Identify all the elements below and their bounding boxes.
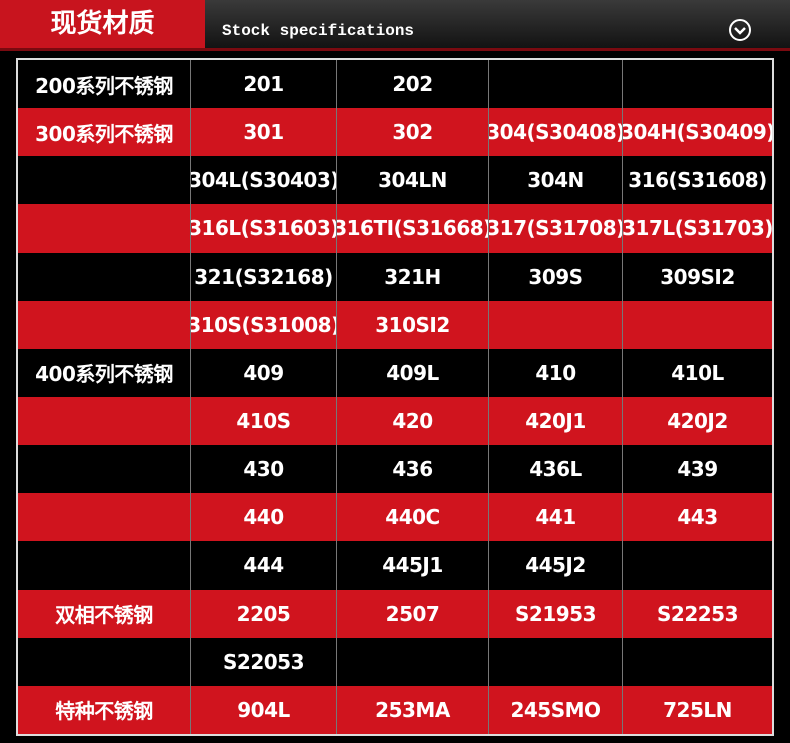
grade-cell: 304H(S30409)	[622, 108, 772, 157]
grade-cell: 420J2	[622, 396, 772, 446]
grade-cell: 321H	[336, 252, 488, 301]
grade-cell: 201	[190, 60, 336, 109]
grade-cell: 445J1	[336, 541, 488, 590]
grade-cell: 444	[190, 541, 336, 590]
grade-cell: 245SMO	[488, 685, 622, 734]
grade-cell	[622, 637, 772, 686]
grade-cell: 410S	[190, 396, 336, 446]
expand-icon[interactable]	[728, 18, 752, 42]
series-label: 特种不锈钢	[18, 685, 190, 734]
grade-cell: 301	[190, 108, 336, 157]
series-label: 300系列不锈钢	[18, 108, 190, 157]
grade-cell: 430	[190, 445, 336, 494]
grade-cell	[488, 60, 622, 109]
grade-cell: 445J2	[488, 541, 622, 590]
grade-cell: 904L	[190, 685, 336, 734]
series-label	[18, 300, 190, 349]
spec-table: 200系列不锈钢 201 202 300系列不锈钢 301 302 304(S30408) 3…	[18, 60, 772, 734]
grade-cell: 441	[488, 493, 622, 542]
series-label	[18, 252, 190, 301]
grade-cell	[622, 300, 772, 349]
series-label	[18, 493, 190, 542]
grade-cell: 304LN	[336, 156, 488, 205]
grade-cell: 439	[622, 445, 772, 494]
series-label	[18, 637, 190, 686]
grade-cell: 440	[190, 493, 336, 542]
grade-cell: 410	[488, 348, 622, 397]
series-label	[18, 156, 190, 205]
grade-cell: 321(S32168)	[190, 252, 336, 301]
grade-cell: 309S	[488, 252, 622, 301]
grade-cell	[488, 300, 622, 349]
grade-cell	[622, 60, 772, 109]
grade-cell: 440C	[336, 493, 488, 542]
grade-cell: 436L	[488, 445, 622, 494]
header-subtitle: Stock specifications	[222, 22, 415, 40]
series-label	[18, 204, 190, 253]
grade-cell: 304(S30408)	[488, 108, 622, 157]
grade-cell: 316TI(S31668)	[336, 204, 488, 253]
grade-cell: 2205	[190, 589, 336, 638]
grade-cell: 309SI2	[622, 252, 772, 301]
header-bar: 现货材质 Stock specifications	[0, 0, 790, 50]
grade-cell	[622, 541, 772, 590]
grade-cell: 2507	[336, 589, 488, 638]
series-label: 双相不锈钢	[18, 589, 190, 638]
grade-cell: S22053	[190, 637, 336, 686]
grade-cell: 202	[336, 60, 488, 109]
grade-cell: 316L(S31603)	[190, 204, 336, 253]
grade-cell	[336, 637, 488, 686]
grade-cell: 420	[336, 396, 488, 446]
grade-cell: 302	[336, 108, 488, 157]
grade-cell: 253MA	[336, 685, 488, 734]
grade-cell: 409	[190, 348, 336, 397]
grade-cell: 420J1	[488, 396, 622, 446]
grade-cell: 304L(S30403)	[190, 156, 336, 205]
grade-cell: 409L	[336, 348, 488, 397]
grade-cell: 316(S31608)	[622, 156, 772, 205]
grade-cell: 310S(S31008)	[190, 300, 336, 349]
grade-cell: 317L(S31703)	[622, 204, 772, 253]
series-label: 400系列不锈钢	[18, 348, 190, 397]
grade-cell: S22253	[622, 589, 772, 638]
grade-cell: 410L	[622, 348, 772, 397]
grade-cell: 725LN	[622, 685, 772, 734]
grade-cell: 304N	[488, 156, 622, 205]
series-label: 200系列不锈钢	[18, 60, 190, 109]
grade-cell: 443	[622, 493, 772, 542]
series-label	[18, 541, 190, 590]
header-title: 现货材质	[0, 0, 205, 48]
series-label	[18, 396, 190, 446]
grade-cell: 436	[336, 445, 488, 494]
series-label	[18, 445, 190, 494]
grade-cell: 317(S31708)	[488, 204, 622, 253]
table-frame: 200系列不锈钢 201 202 300系列不锈钢 301 302 304(S30408) 3…	[16, 58, 774, 736]
grade-cell: 310SI2	[336, 300, 488, 349]
divider	[0, 48, 790, 51]
grade-cell	[488, 637, 622, 686]
grade-cell: S21953	[488, 589, 622, 638]
